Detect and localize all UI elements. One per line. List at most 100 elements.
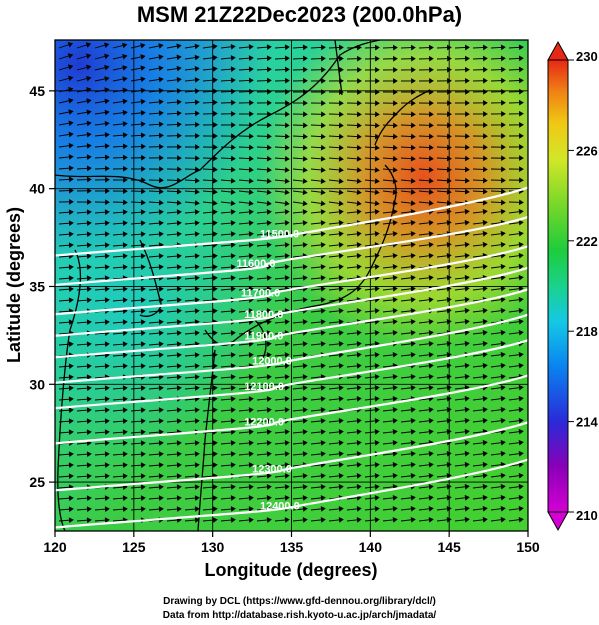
- wind-vector-head: [194, 330, 200, 336]
- wind-vector-head: [104, 264, 110, 270]
- wind-vector-head: [266, 55, 272, 62]
- wind-vector-head: [104, 120, 110, 127]
- wind-vector-head: [122, 220, 128, 226]
- wind-vector-head: [284, 133, 290, 140]
- wind-vector-head: [482, 44, 488, 51]
- wind-vector-head: [212, 43, 218, 50]
- wind-vector-head: [320, 451, 326, 457]
- wind-vector-head: [248, 407, 254, 413]
- wind-vector-head: [356, 352, 362, 358]
- wind-vector-head: [338, 133, 344, 140]
- wind-vector-head: [410, 439, 416, 446]
- wind-vector-head: [410, 219, 416, 226]
- wind-vector-head: [68, 75, 74, 82]
- wind-vector-head: [411, 89, 416, 95]
- wind-vector-head: [158, 99, 164, 105]
- wind-vector-head: [68, 462, 74, 469]
- wind-vector-head: [338, 275, 344, 281]
- wind-vector-head: [284, 231, 290, 237]
- wind-vector-head: [105, 188, 110, 194]
- wind-vector-head: [374, 341, 380, 347]
- wind-vector-head: [464, 219, 470, 226]
- wind-vector-head: [392, 178, 398, 184]
- wind-vector-head: [104, 242, 110, 248]
- wind-vector-head: [158, 363, 164, 369]
- wind-vector-head: [122, 506, 128, 512]
- wind-vector-head: [411, 122, 416, 129]
- wind-vector-head: [446, 155, 452, 162]
- wind-vector-head: [68, 86, 74, 93]
- wind-vector-head: [357, 89, 362, 95]
- wind-vector-head: [338, 178, 344, 184]
- wind-vector-head: [392, 155, 398, 162]
- wind-vector-head: [86, 109, 92, 116]
- wind-vector-head: [500, 66, 506, 73]
- wind-vector-head: [230, 189, 236, 195]
- wind-vector-head: [482, 199, 488, 206]
- wind-vector-head: [140, 451, 146, 457]
- wind-vector-head: [68, 495, 74, 502]
- wind-vector-head: [284, 144, 290, 151]
- wind-vector-head: [266, 297, 272, 303]
- wind-vector-head: [176, 88, 182, 94]
- wind-vector-head: [230, 418, 236, 424]
- wind-vector-head: [374, 352, 380, 358]
- wind-vector-head: [230, 200, 236, 207]
- wind-vector-head: [428, 472, 434, 479]
- wind-vector-head: [194, 99, 200, 106]
- wind-vector-head: [248, 517, 254, 523]
- wind-vector-head: [374, 167, 380, 173]
- wind-vector-head: [104, 76, 110, 82]
- wind-vector-head: [483, 88, 488, 95]
- wind-vector-head: [122, 253, 128, 259]
- wind-vector-head: [248, 308, 254, 314]
- wind-vector-head: [374, 330, 380, 336]
- wind-vector-head: [177, 155, 182, 161]
- wind-vector-head: [194, 506, 200, 512]
- wind-vector-head: [356, 396, 362, 402]
- wind-vector-head: [266, 231, 272, 237]
- wind-vector-head: [483, 122, 488, 128]
- wind-vector-head: [104, 220, 110, 226]
- colorbar: 210 214 218 222 226 230: [547, 40, 598, 532]
- wind-vector-head: [158, 132, 164, 139]
- wind-vector-head: [446, 406, 452, 413]
- wind-vector-head: [248, 275, 254, 281]
- wind-vector-head: [338, 396, 344, 402]
- wind-vector-head: [230, 231, 236, 237]
- wind-vector-head: [410, 472, 416, 479]
- wind-vector-head: [410, 274, 416, 281]
- wind-vector-head: [392, 407, 398, 413]
- wind-vector-head: [375, 78, 380, 84]
- wind-vector-head: [392, 473, 398, 479]
- wind-vector-head: [464, 296, 470, 303]
- wind-vector-head: [447, 89, 452, 95]
- wind-vector-head: [500, 406, 506, 413]
- wind-vector-head: [429, 78, 434, 84]
- wind-vector-head: [158, 199, 164, 206]
- wind-vector-head: [465, 55, 470, 62]
- contour-labels: 11500.0 11600.0 11700.0 11800.0 11900.0 12000…: [236, 229, 299, 513]
- wind-vector-head: [104, 462, 110, 468]
- wind-vector-head: [123, 188, 128, 195]
- wind-vector-head: [140, 143, 146, 150]
- wind-vector-head: [230, 308, 236, 314]
- wind-vector-head: [429, 100, 434, 106]
- wind-vector-head: [321, 100, 326, 106]
- wind-vector-head: [267, 111, 272, 117]
- wind-vector-head: [285, 88, 290, 95]
- wind-vector-head: [230, 374, 236, 380]
- wind-vector-head: [518, 230, 524, 237]
- wind-vector-head: [140, 418, 146, 424]
- wind-vector-head: [177, 132, 182, 139]
- wind-vector-head: [320, 144, 326, 151]
- wind-vector-head: [356, 385, 362, 391]
- wind-vector-head: [446, 428, 452, 435]
- wind-vector-head: [248, 352, 254, 358]
- wind-vector-head: [356, 429, 362, 435]
- wind-vector-head: [212, 286, 218, 292]
- wind-vector-head: [68, 506, 74, 513]
- wind-vector-head: [248, 189, 254, 195]
- contour-label: 11700.0: [241, 287, 280, 299]
- wind-vector-head: [176, 418, 182, 424]
